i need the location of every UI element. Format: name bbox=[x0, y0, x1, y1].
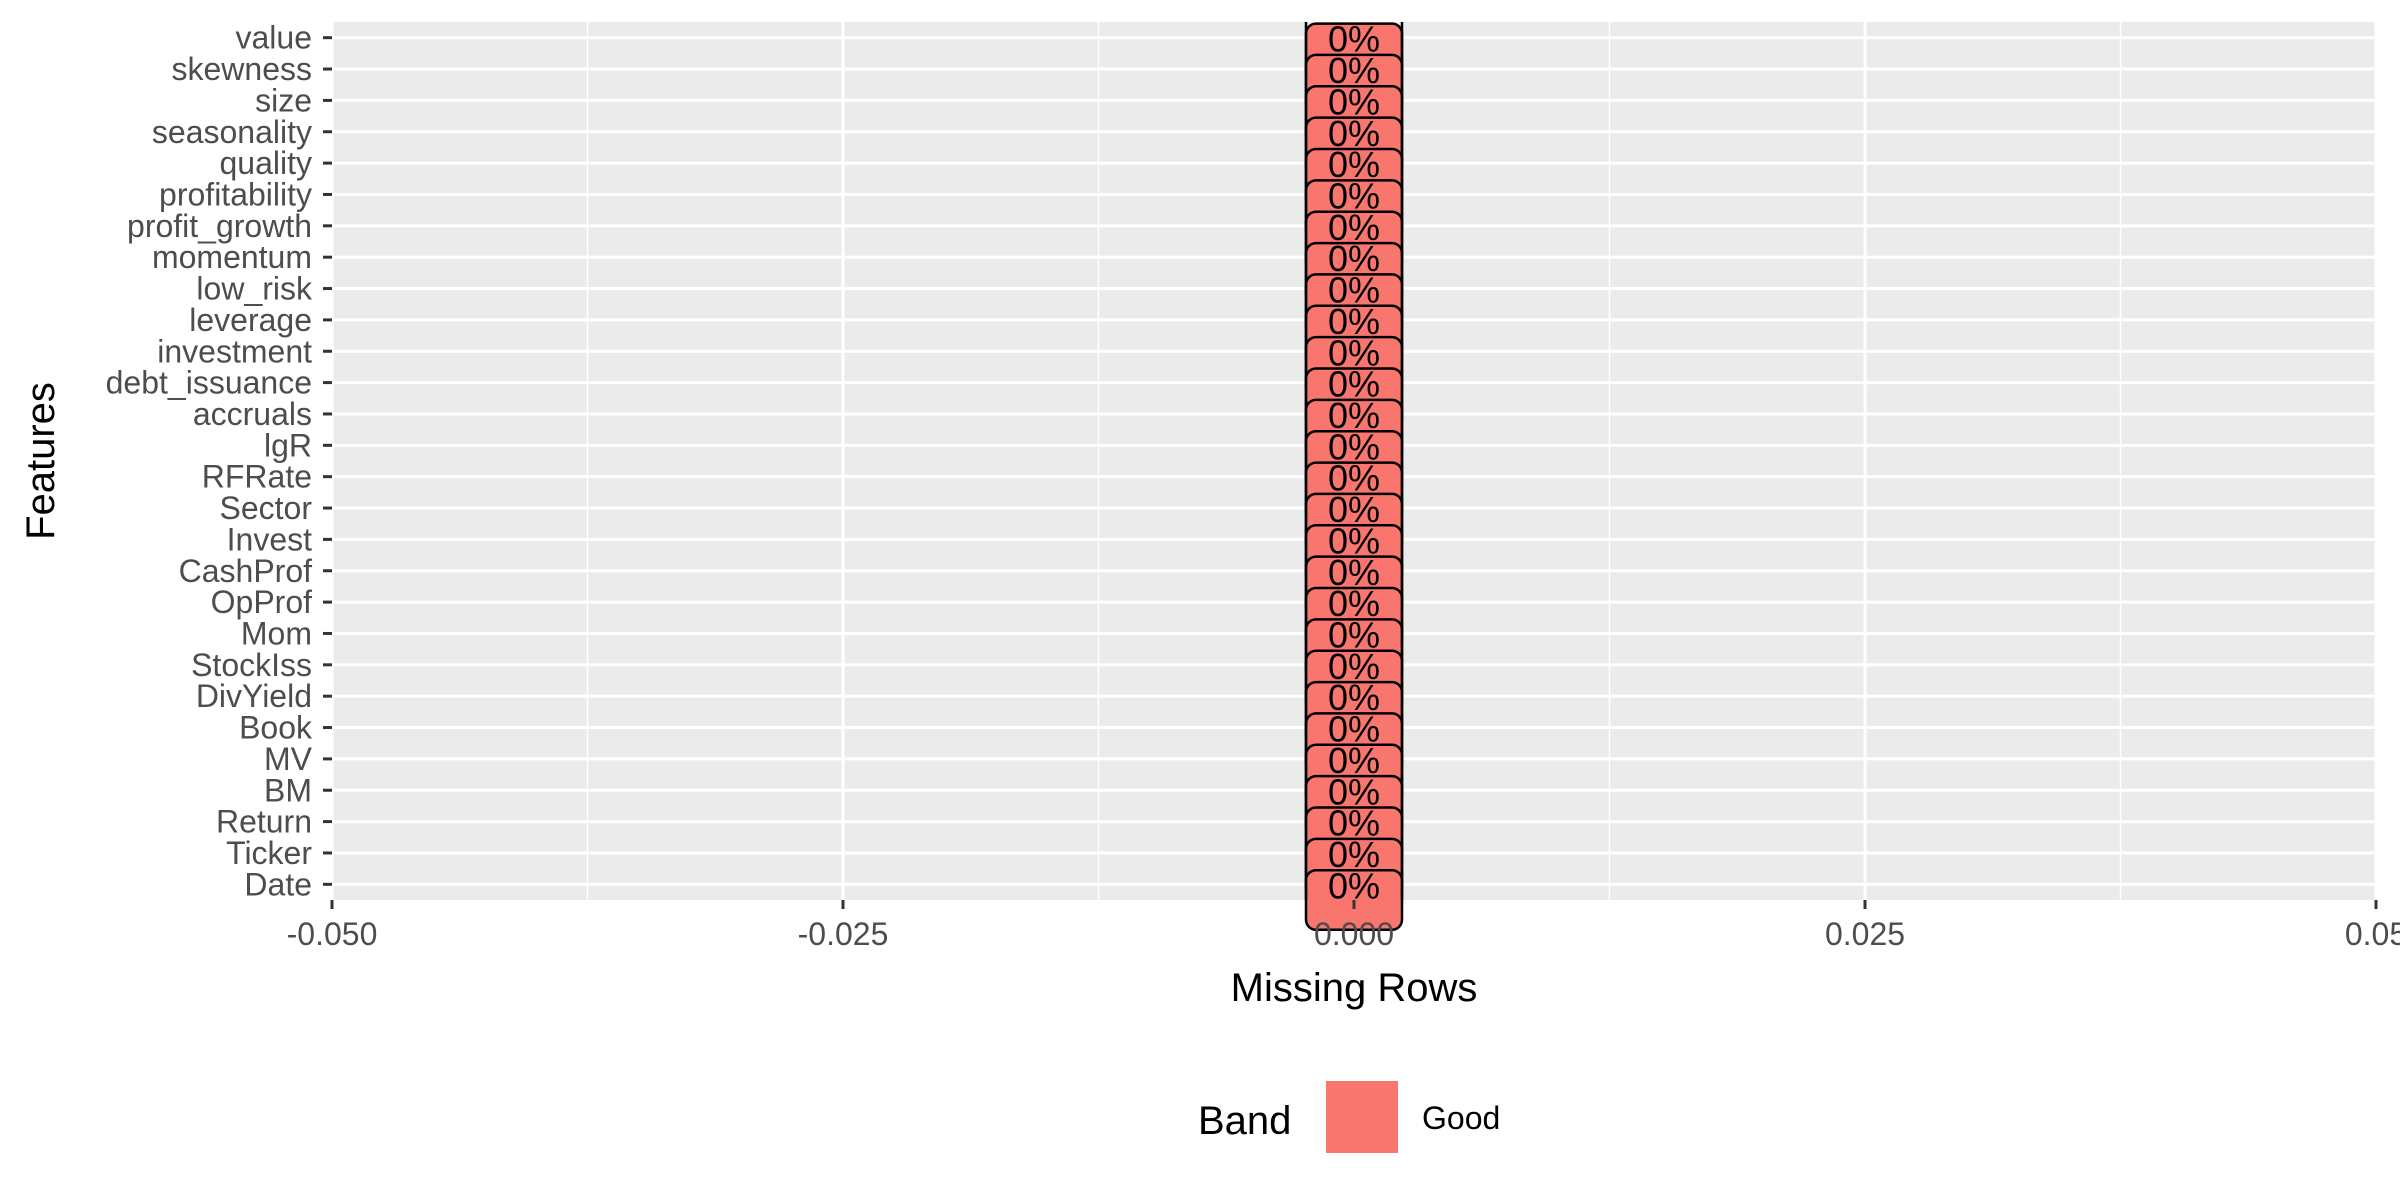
x-tick-label: 0.025 bbox=[1825, 916, 1905, 952]
y-tick-label-CashProf: CashProf bbox=[179, 553, 313, 589]
y-tick-label-OpProf: OpProf bbox=[211, 584, 312, 620]
bar-label-value: 0% bbox=[1328, 19, 1380, 60]
y-tick-label-StockIss: StockIss bbox=[191, 647, 312, 683]
y-tick-label-MV: MV bbox=[264, 741, 313, 777]
y-tick-label-Date: Date bbox=[244, 866, 312, 902]
bar-label-momentum: 0% bbox=[1328, 238, 1380, 279]
bars bbox=[1304, 22, 1404, 932]
bar-label-profitability: 0% bbox=[1328, 175, 1380, 216]
bar-label-DivYield: 0% bbox=[1328, 677, 1380, 718]
bar-label-seasonality: 0% bbox=[1328, 113, 1380, 154]
bar-label-Sector: 0% bbox=[1328, 489, 1380, 530]
bar-label-CashProf: 0% bbox=[1328, 552, 1380, 593]
bar-label-profit_growth: 0% bbox=[1328, 207, 1380, 248]
y-tick-label-value: value bbox=[236, 20, 313, 56]
bar-label-Invest: 0% bbox=[1328, 520, 1380, 561]
bar-label-StockIss: 0% bbox=[1328, 646, 1380, 687]
bar-label-size: 0% bbox=[1328, 81, 1380, 122]
bar-labels: 0%0%0%0%0%0%0%0%0%0%0%0%0%0%0%0%0%0%0%0%… bbox=[1328, 19, 1380, 907]
bar-label-Ticker: 0% bbox=[1328, 834, 1380, 875]
y-tick-label-RFRate: RFRate bbox=[202, 459, 312, 495]
bar-label-quality: 0% bbox=[1328, 144, 1380, 185]
grid-minor bbox=[586, 22, 2122, 900]
y-tick-label-debt_issuance: debt_issuance bbox=[106, 365, 312, 401]
bar-label-MV: 0% bbox=[1328, 740, 1380, 781]
bar-label-accruals: 0% bbox=[1328, 395, 1380, 436]
y-tick-label-Return: Return bbox=[216, 804, 312, 840]
bar-label-BM: 0% bbox=[1328, 771, 1380, 812]
x-tick-label: -0.050 bbox=[287, 916, 378, 952]
bar-label-Return: 0% bbox=[1328, 803, 1380, 844]
y-tick-label-lgR: lgR bbox=[264, 427, 312, 463]
legend-title: Band bbox=[1198, 1099, 1291, 1143]
bar-label-lgR: 0% bbox=[1328, 426, 1380, 467]
y-tick-label-profitability: profitability bbox=[159, 176, 312, 212]
bar-label-Book: 0% bbox=[1328, 709, 1380, 750]
y-axis-title: Features bbox=[19, 382, 63, 540]
bar-label-Mom: 0% bbox=[1328, 614, 1380, 655]
legend: Band Good bbox=[1198, 1081, 1500, 1153]
bar-label-skewness: 0% bbox=[1328, 50, 1380, 91]
bar-label-RFRate: 0% bbox=[1328, 458, 1380, 499]
y-tick-label-size: size bbox=[255, 82, 312, 118]
y-tick-label-accruals: accruals bbox=[193, 396, 312, 432]
x-axis-ticks: -0.050 -0.025 0.000 0.025 0.05 bbox=[287, 900, 2400, 952]
y-tick-label-quality: quality bbox=[220, 145, 313, 181]
y-tick-label-leverage: leverage bbox=[189, 302, 312, 338]
bar-label-leverage: 0% bbox=[1328, 301, 1380, 342]
x-axis-title: Missing Rows bbox=[1231, 966, 1478, 1010]
y-tick-label-Ticker: Ticker bbox=[226, 835, 312, 871]
y-tick-label-skewness: skewness bbox=[172, 51, 313, 87]
y-tick-label-Invest: Invest bbox=[227, 521, 312, 557]
x-tick-label: -0.025 bbox=[798, 916, 889, 952]
bar-label-OpProf: 0% bbox=[1328, 583, 1380, 624]
x-tick-label: 0.000 bbox=[1314, 916, 1394, 952]
x-tick-label: 0.05 bbox=[2345, 916, 2400, 952]
y-tick-label-seasonality: seasonality bbox=[152, 114, 312, 150]
legend-key-good bbox=[1326, 1081, 1398, 1153]
y-tick-label-Book: Book bbox=[239, 710, 313, 746]
y-tick-label-investment: investment bbox=[157, 333, 312, 369]
y-tick-label-profit_growth: profit_growth bbox=[127, 208, 312, 244]
y-tick-label-low_risk: low_risk bbox=[196, 271, 313, 307]
bar-label-Date: 0% bbox=[1328, 865, 1380, 906]
y-tick-label-Mom: Mom bbox=[241, 615, 312, 651]
bar-label-debt_issuance: 0% bbox=[1328, 364, 1380, 405]
y-tick-label-BM: BM bbox=[264, 772, 312, 808]
bar-label-low_risk: 0% bbox=[1328, 270, 1380, 311]
y-tick-label-DivYield: DivYield bbox=[196, 678, 312, 714]
bar-label-investment: 0% bbox=[1328, 332, 1380, 373]
y-tick-label-momentum: momentum bbox=[152, 239, 312, 275]
y-tick-label-Sector: Sector bbox=[220, 490, 313, 526]
y-axis-ticks: valueskewnesssizeseasonalityqualityprofi… bbox=[106, 20, 332, 902]
legend-label-good: Good bbox=[1422, 1100, 1500, 1136]
